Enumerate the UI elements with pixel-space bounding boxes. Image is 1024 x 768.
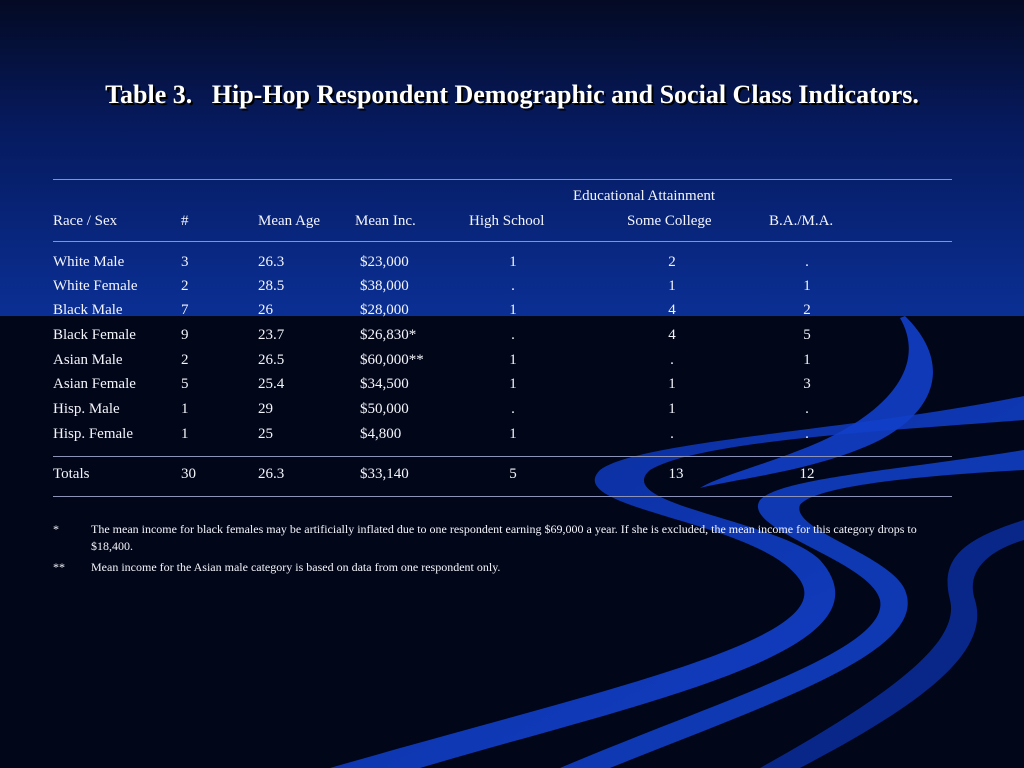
cell-count: 1 — [181, 401, 189, 417]
cell-mean-age: 26.5 — [258, 352, 285, 368]
cell-count: 2 — [181, 278, 189, 294]
cell-mean-income: $34,500 — [360, 376, 409, 392]
cell-race-sex: Hisp. Male — [53, 401, 120, 417]
cell-high-school: . — [511, 278, 515, 294]
cell-ba-ma: 1 — [803, 278, 811, 294]
header-bottom-rule — [53, 241, 952, 242]
cell-mean-age: 23.7 — [258, 327, 285, 343]
cell-count: 9 — [181, 327, 189, 343]
group-header-educational-attainment: Educational Attainment — [573, 188, 716, 204]
cell-some-college: 4 — [668, 327, 676, 343]
totals-mean-age: 26.3 — [258, 466, 285, 482]
cell-mean-age: 25 — [258, 426, 273, 442]
header-some-college: Some College — [627, 213, 712, 229]
cell-mean-income: $50,000 — [360, 401, 409, 417]
cell-some-college: 4 — [668, 302, 676, 318]
cell-some-college: . — [670, 426, 674, 442]
cell-high-school: . — [511, 401, 515, 417]
cell-mean-income: $26,830* — [360, 327, 417, 343]
footnote-text: The mean income for black females may be… — [91, 522, 917, 553]
cell-mean-age: 29 — [258, 401, 273, 417]
header-high-school: High School — [469, 213, 545, 229]
cell-ba-ma: 2 — [803, 302, 811, 318]
cell-race-sex: Black Male — [53, 302, 123, 318]
cell-some-college: . — [670, 352, 674, 368]
cell-high-school: 1 — [509, 376, 517, 392]
footnote-mark: ** — [53, 560, 65, 574]
cell-mean-age: 28.5 — [258, 278, 285, 294]
cell-race-sex: Black Female — [53, 327, 136, 343]
cell-race-sex: White Female — [53, 278, 138, 294]
cell-some-college: 1 — [668, 401, 676, 417]
totals-label: Totals — [53, 466, 90, 482]
cell-ba-ma: . — [805, 426, 809, 442]
cell-count: 3 — [181, 254, 189, 270]
header-mean-income: Mean Inc. — [355, 213, 416, 229]
cell-race-sex: White Male — [53, 254, 125, 270]
cell-mean-age: 26 — [258, 302, 273, 318]
totals-top-rule — [53, 456, 952, 457]
cell-ba-ma: 5 — [803, 327, 811, 343]
totals-high-school: 5 — [509, 466, 517, 482]
cell-some-college: 1 — [668, 278, 676, 294]
table-bottom-rule — [53, 496, 952, 497]
totals-ba-ma: 12 — [799, 466, 815, 482]
cell-high-school: 1 — [509, 302, 517, 318]
totals-count: 30 — [181, 466, 196, 482]
slide-title: Table 3. Hip-Hop Respondent Demographic … — [105, 80, 919, 109]
cell-mean-income: $4,800 — [360, 426, 402, 442]
footnote-mark: * — [53, 522, 59, 536]
cell-ba-ma: 3 — [803, 376, 811, 392]
header-count: # — [181, 213, 189, 229]
totals-some-college: 13 — [668, 466, 684, 482]
table-top-rule — [53, 179, 952, 180]
cell-mean-age: 25.4 — [258, 376, 285, 392]
cell-race-sex: Asian Female — [53, 376, 136, 392]
cell-race-sex: Asian Male — [53, 352, 123, 368]
cell-mean-income: $23,000 — [360, 254, 409, 270]
header-race-sex: Race / Sex — [53, 213, 118, 229]
cell-ba-ma: . — [805, 401, 809, 417]
header-ba-ma: B.A./M.A. — [769, 213, 834, 229]
cell-some-college: 2 — [668, 254, 676, 270]
cell-race-sex: Hisp. Female — [53, 426, 133, 442]
cell-count: 7 — [181, 302, 189, 318]
totals-mean-income: $33,140 — [360, 466, 409, 482]
cell-mean-income: $38,000 — [360, 278, 409, 294]
cell-count: 2 — [181, 352, 189, 368]
cell-count: 1 — [181, 426, 189, 442]
header-mean-age: Mean Age — [258, 213, 321, 229]
cell-ba-ma: 1 — [803, 352, 811, 368]
header-gradient-band — [0, 0, 1024, 316]
cell-mean-income: $28,000 — [360, 302, 409, 318]
cell-ba-ma: . — [805, 254, 809, 270]
cell-mean-age: 26.3 — [258, 254, 285, 270]
cell-mean-income: $60,000** — [360, 352, 424, 368]
cell-high-school: 1 — [509, 254, 517, 270]
cell-high-school: 1 — [509, 352, 517, 368]
cell-some-college: 1 — [668, 376, 676, 392]
footnote-text: Mean income for the Asian male category … — [91, 560, 501, 574]
cell-high-school: 1 — [509, 426, 517, 442]
cell-high-school: . — [511, 327, 515, 343]
cell-count: 5 — [181, 376, 189, 392]
